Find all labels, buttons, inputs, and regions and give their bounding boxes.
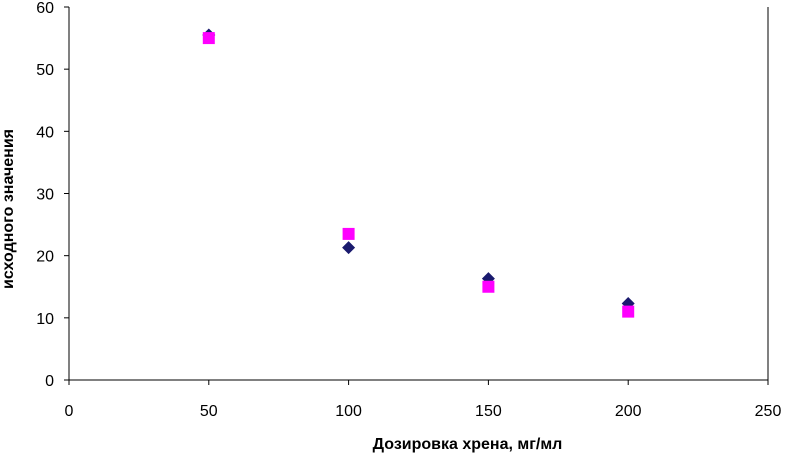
data-point-square	[622, 305, 635, 318]
data-point-diamond	[342, 241, 356, 255]
y-tick-label: 20	[36, 249, 54, 266]
x-tick-label: 50	[200, 403, 218, 420]
x-tick-label: 0	[65, 403, 74, 420]
x-tick-label: 100	[335, 403, 362, 420]
y-tick-label: 50	[36, 62, 54, 79]
data-point-square	[482, 280, 495, 293]
y-axis-title: исходного значения	[0, 129, 17, 289]
y-tick-label: 0	[45, 373, 54, 390]
points-layer	[202, 28, 635, 318]
data-point-square	[342, 227, 355, 240]
y-tick-label: 40	[36, 124, 54, 141]
y-tick-label: 10	[36, 311, 54, 328]
y-tick-label: 30	[36, 187, 54, 204]
x-axis-title: Дозировка хрена, мг/мл	[373, 436, 563, 453]
x-tick-label: 200	[615, 403, 642, 420]
y-tick-label: 60	[36, 0, 54, 17]
tick-layer: 0 50 100 150 200 250 0 10 20 30 40 50 60	[36, 0, 781, 420]
x-tick-label: 150	[475, 403, 502, 420]
axes	[68, 7, 769, 381]
data-point-square	[202, 32, 215, 45]
x-tick-label: 250	[755, 403, 782, 420]
